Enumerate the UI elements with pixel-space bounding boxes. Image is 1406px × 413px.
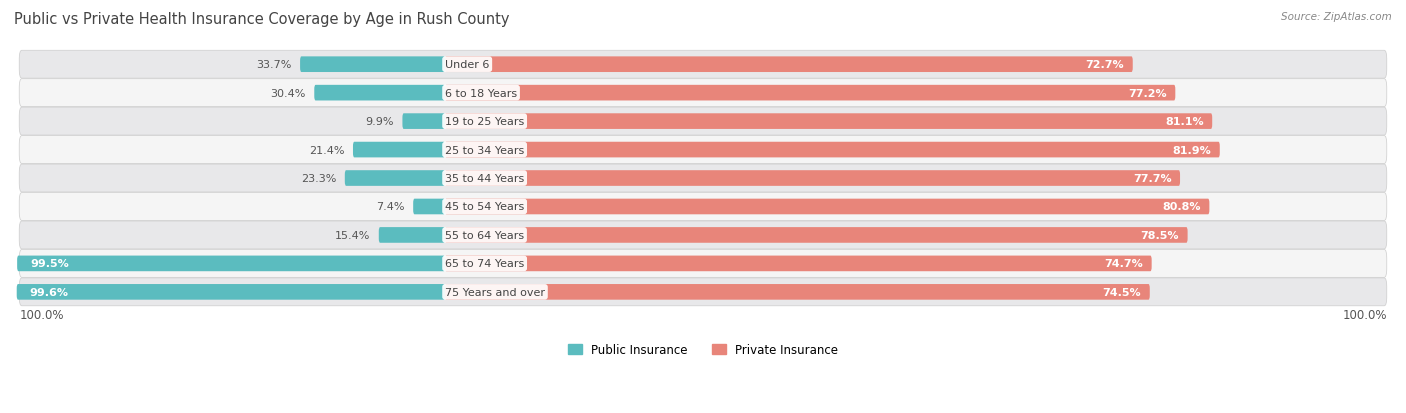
Text: 9.9%: 9.9% (366, 117, 394, 127)
FancyBboxPatch shape (446, 284, 1150, 300)
Text: 15.4%: 15.4% (335, 230, 370, 240)
Text: 100.0%: 100.0% (1343, 309, 1386, 322)
Text: 100.0%: 100.0% (20, 309, 63, 322)
FancyBboxPatch shape (402, 114, 446, 130)
FancyBboxPatch shape (446, 228, 1188, 243)
Text: Source: ZipAtlas.com: Source: ZipAtlas.com (1281, 12, 1392, 22)
Text: 65 to 74 Years: 65 to 74 Years (446, 259, 524, 269)
FancyBboxPatch shape (413, 199, 446, 215)
Text: Under 6: Under 6 (446, 60, 489, 70)
Text: 6 to 18 Years: 6 to 18 Years (446, 88, 517, 98)
Text: 45 to 54 Years: 45 to 54 Years (446, 202, 524, 212)
Text: 25 to 34 Years: 25 to 34 Years (446, 145, 524, 155)
Text: 77.2%: 77.2% (1128, 88, 1167, 98)
FancyBboxPatch shape (299, 57, 446, 73)
Text: 19 to 25 Years: 19 to 25 Years (446, 117, 524, 127)
Text: 75 Years and over: 75 Years and over (446, 287, 546, 297)
FancyBboxPatch shape (446, 57, 1133, 73)
FancyBboxPatch shape (446, 171, 1180, 186)
Text: 23.3%: 23.3% (301, 173, 336, 184)
FancyBboxPatch shape (20, 221, 1386, 249)
FancyBboxPatch shape (344, 171, 446, 186)
Text: Public vs Private Health Insurance Coverage by Age in Rush County: Public vs Private Health Insurance Cover… (14, 12, 509, 27)
FancyBboxPatch shape (20, 108, 1386, 136)
FancyBboxPatch shape (20, 278, 1386, 306)
FancyBboxPatch shape (20, 51, 1386, 79)
FancyBboxPatch shape (446, 114, 1212, 130)
FancyBboxPatch shape (446, 85, 1175, 101)
Text: 55 to 64 Years: 55 to 64 Years (446, 230, 524, 240)
FancyBboxPatch shape (20, 193, 1386, 221)
FancyBboxPatch shape (446, 256, 1152, 272)
Text: 80.8%: 80.8% (1163, 202, 1201, 212)
Text: 81.1%: 81.1% (1166, 117, 1204, 127)
Text: 21.4%: 21.4% (309, 145, 344, 155)
Text: 78.5%: 78.5% (1140, 230, 1180, 240)
Legend: Public Insurance, Private Insurance: Public Insurance, Private Insurance (564, 338, 842, 361)
FancyBboxPatch shape (20, 165, 1386, 192)
Text: 81.9%: 81.9% (1173, 145, 1211, 155)
Text: 33.7%: 33.7% (256, 60, 291, 70)
FancyBboxPatch shape (20, 250, 1386, 278)
Text: 72.7%: 72.7% (1085, 60, 1125, 70)
FancyBboxPatch shape (20, 136, 1386, 164)
Text: 74.5%: 74.5% (1102, 287, 1142, 297)
Text: 99.5%: 99.5% (30, 259, 69, 269)
FancyBboxPatch shape (446, 142, 1220, 158)
FancyBboxPatch shape (378, 228, 446, 243)
Text: 99.6%: 99.6% (30, 287, 69, 297)
Text: 7.4%: 7.4% (375, 202, 405, 212)
Text: 74.7%: 74.7% (1104, 259, 1143, 269)
FancyBboxPatch shape (20, 80, 1386, 107)
FancyBboxPatch shape (446, 199, 1209, 215)
Text: 77.7%: 77.7% (1133, 173, 1171, 184)
FancyBboxPatch shape (353, 142, 446, 158)
Text: 30.4%: 30.4% (270, 88, 305, 98)
FancyBboxPatch shape (315, 85, 446, 101)
FancyBboxPatch shape (17, 256, 446, 272)
FancyBboxPatch shape (17, 284, 446, 300)
Text: 35 to 44 Years: 35 to 44 Years (446, 173, 524, 184)
